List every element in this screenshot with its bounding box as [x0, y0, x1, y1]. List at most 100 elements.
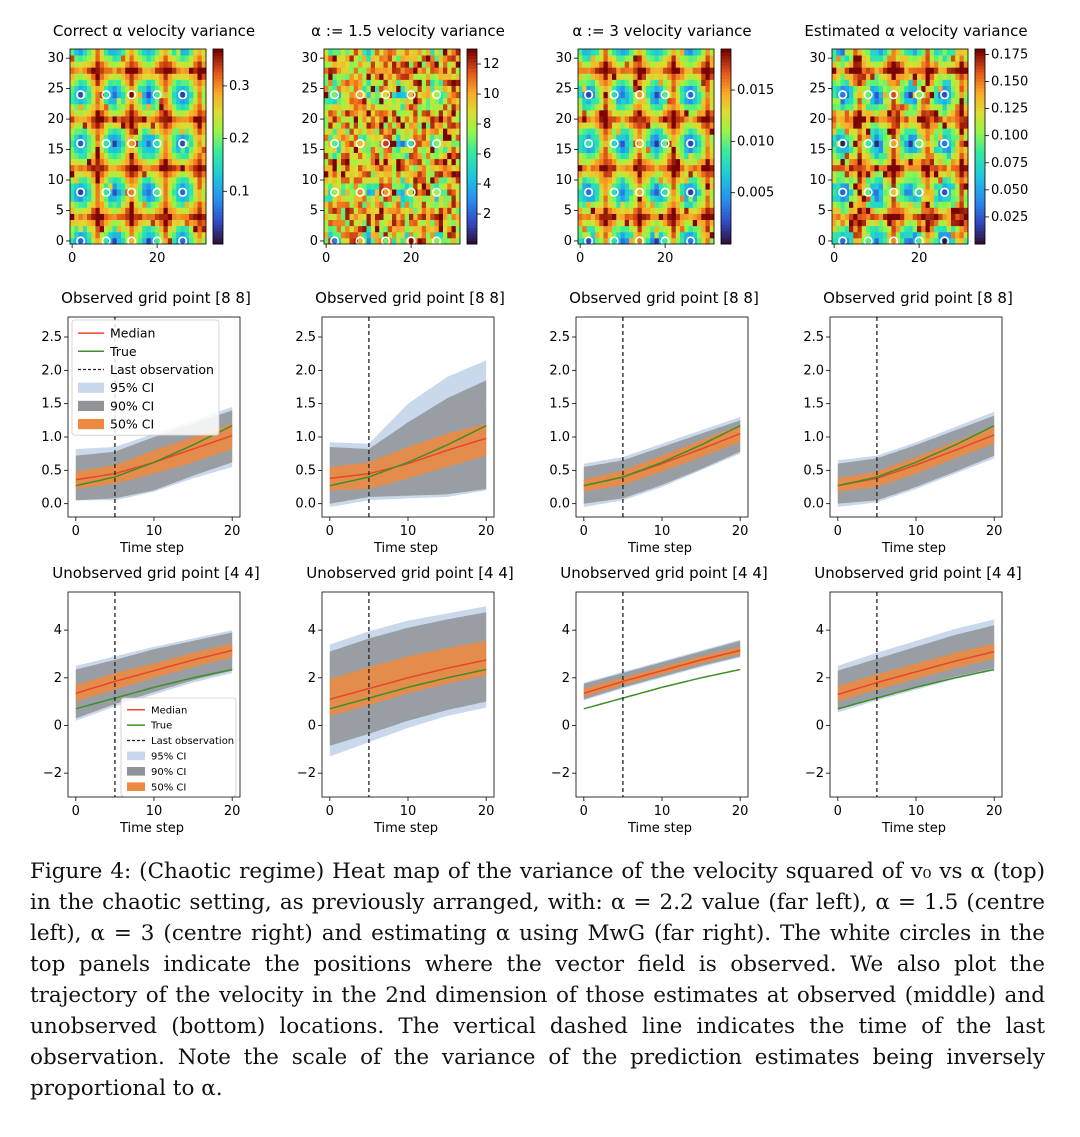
heatmap-cell	[108, 201, 113, 208]
heatmap-cell	[938, 61, 943, 68]
heatmap-cell	[938, 213, 943, 221]
heatmap-cell	[150, 85, 156, 93]
heatmap-cell	[663, 109, 668, 117]
heatmap-cell	[900, 103, 905, 111]
colorbar-segment	[975, 172, 985, 177]
heatmap-cell	[176, 158, 181, 166]
heatmap-cell	[599, 97, 604, 105]
heatmap-cell	[370, 122, 376, 129]
heatmap-cell	[616, 49, 621, 56]
x-tick-label: 0	[72, 524, 80, 539]
heatmap-cell	[396, 176, 401, 184]
heatmap-cell	[404, 122, 410, 129]
heatmap-cell	[146, 55, 152, 62]
y-tick-label: 0	[308, 718, 316, 733]
heatmap-cell	[189, 231, 194, 239]
heatmap-cell	[324, 213, 329, 221]
heatmap-cell	[701, 146, 706, 153]
heatmap-cell	[701, 134, 706, 141]
heatmap-cell	[912, 134, 918, 141]
heatmap-cell	[840, 219, 846, 227]
heatmap-cell	[400, 109, 406, 117]
heatmap-cell	[709, 49, 715, 56]
heatmap-cell	[413, 97, 418, 105]
heatmap-cell	[578, 79, 583, 86]
legend-label: 95% CI	[151, 752, 186, 763]
heatmap-cell	[878, 207, 884, 214]
heatmap-cell	[74, 85, 79, 93]
heatmap-cell	[201, 219, 207, 227]
heatmap-cell	[193, 116, 198, 123]
heatmap-cell	[701, 225, 706, 233]
heatmap-cell	[908, 183, 914, 190]
heatmap-cell	[150, 170, 156, 178]
y-tick-label: 4	[308, 623, 316, 638]
x-axis-label: Time step	[627, 821, 692, 836]
heatmap-cell	[946, 164, 952, 172]
colorbar-segment	[721, 78, 731, 82]
heatmap-cell	[125, 170, 130, 178]
heatmap-cell	[87, 109, 92, 117]
heatmap-cell	[155, 122, 160, 129]
heatmap-cell	[129, 79, 135, 86]
heatmap-cell	[370, 195, 376, 202]
heatmap-cell	[455, 231, 461, 239]
colorbar-segment	[467, 231, 477, 235]
heatmap-cell	[129, 116, 135, 123]
heatmap-cell	[332, 140, 338, 147]
heatmap-cell	[341, 79, 346, 86]
heatmap-cell	[959, 79, 965, 86]
heatmap-cell	[197, 116, 203, 123]
heatmap-cell	[684, 128, 689, 135]
heatmap-cell	[844, 67, 850, 74]
heatmap-cell	[633, 49, 638, 56]
heatmap-cell	[383, 85, 389, 93]
heatmap-cell	[680, 122, 685, 129]
heatmap-cell	[78, 55, 84, 62]
heatmap-cell	[917, 207, 922, 214]
heatmap-cell	[95, 176, 101, 184]
observed-location-marker	[863, 138, 873, 149]
heatmap-cell	[197, 158, 203, 166]
heatmap-cell	[189, 128, 194, 135]
heatmap-cell	[633, 122, 638, 129]
heatmap-cell	[963, 213, 969, 221]
heatmap-cell	[95, 195, 101, 202]
heatmap-cell	[883, 195, 888, 202]
heatmap-cell	[921, 116, 926, 123]
heatmap-cell	[595, 61, 600, 68]
heatmap-cell	[392, 128, 397, 135]
heatmap-cell	[853, 146, 858, 153]
heatmap-cell	[578, 103, 583, 111]
y-tick-label: 1.0	[295, 430, 316, 445]
heatmap-cell	[353, 134, 359, 141]
heatmap-cell	[832, 213, 837, 221]
heatmap-cell	[912, 225, 918, 233]
heatmap-cell	[404, 61, 410, 68]
heatmap-cell	[874, 158, 880, 166]
heatmap-cell	[955, 49, 960, 56]
heatmap-cell	[455, 183, 461, 190]
heatmap-cell	[358, 213, 363, 221]
heatmap-cell	[193, 134, 198, 141]
heatmap-cell	[874, 134, 880, 141]
heatmap-cell	[934, 79, 939, 86]
heatmap-cell	[447, 140, 452, 147]
heatmap-cell	[599, 91, 604, 99]
heatmap-cell	[870, 201, 875, 208]
heatmap-cell	[447, 201, 452, 208]
colorbar-segment	[467, 214, 477, 219]
heatmap-cell	[667, 134, 672, 141]
heatmap-cell	[455, 195, 461, 202]
heatmap-cell	[955, 91, 960, 99]
heatmap-cell	[607, 219, 613, 227]
heatmap-cell	[874, 73, 880, 80]
heatmap-cell	[878, 170, 884, 178]
heatmap-cell	[421, 109, 427, 117]
heatmap-cell	[938, 128, 943, 135]
heatmap-cell	[654, 79, 660, 86]
heatmap-cell	[709, 103, 715, 111]
heatmap-cell	[836, 61, 841, 68]
heatmap-cell	[946, 128, 952, 135]
